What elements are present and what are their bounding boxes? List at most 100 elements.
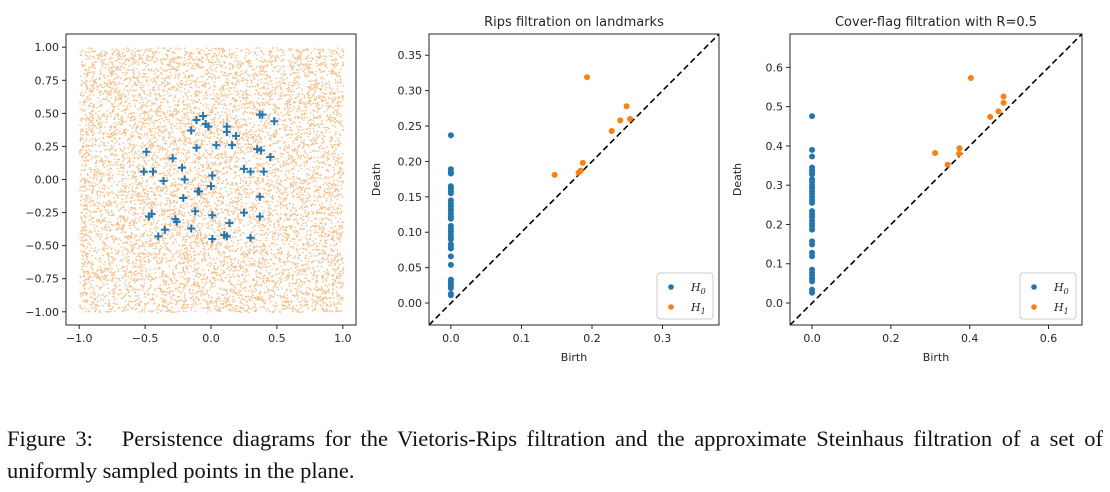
y-tick-label: 0.10 <box>398 226 423 239</box>
h0-point <box>447 261 454 268</box>
landmark-point <box>172 217 181 226</box>
ticks: 0.0 0.2 0.4 0.6 0.0 0.1 0.2 0.3 0.4 0.5 0.6 <box>766 61 1058 345</box>
h1-point <box>623 103 630 110</box>
landmark-point <box>208 235 217 244</box>
y-tick-label: 0.1 <box>766 258 784 271</box>
y-tick-label: 0.50 <box>35 107 60 120</box>
landmark-point <box>270 117 279 126</box>
y-tick-label: 0.5 <box>766 101 784 114</box>
landmark-point <box>159 176 168 185</box>
landmark-point <box>149 167 157 176</box>
x-tick-label: 0.4 <box>961 332 979 345</box>
y-tick-label: 0.25 <box>398 120 423 133</box>
y-tick-label: −0.25 <box>25 207 59 220</box>
h0-point <box>809 241 816 248</box>
landmark-point <box>208 211 217 220</box>
x-tick-label: 0.2 <box>583 332 601 345</box>
h1-point <box>956 145 963 152</box>
h0-point <box>447 285 454 292</box>
h0-point <box>447 215 454 222</box>
h1-point <box>1000 99 1007 106</box>
h0-point <box>447 190 454 197</box>
landmark-point <box>204 122 213 131</box>
y-tick-label: 0.05 <box>398 262 423 275</box>
h0-point <box>447 253 454 260</box>
landmark-point <box>145 212 154 221</box>
landmark-point <box>160 225 169 234</box>
landmark-point <box>168 154 177 163</box>
y-tick-label: 0.35 <box>398 49 423 62</box>
landmark-point <box>239 208 248 217</box>
x-tick-label: 0.3 <box>654 332 672 345</box>
y-tick-label: 0.2 <box>766 218 784 231</box>
y-axis-label: Death <box>731 163 744 196</box>
landmark-point <box>212 141 221 150</box>
diagonal-line <box>790 34 1082 325</box>
h0-point <box>809 153 816 160</box>
landmark-point <box>208 171 217 180</box>
x-tick-label: 0.1 <box>513 332 531 345</box>
panel-rips-diagram: Rips filtration on landmarks 0.0 0.1 0.2 0.… <box>370 15 720 364</box>
legend-subscript: 1 <box>1064 307 1069 316</box>
landmark-point <box>142 147 151 156</box>
diagonal-line <box>429 34 719 325</box>
h0-point <box>809 289 816 296</box>
landmark-point <box>192 115 201 124</box>
landmark-point <box>178 163 186 172</box>
panel-coverflag-diagram: Cover-flag filtration with R=0.5 0.0 0.2 0… <box>731 15 1083 364</box>
h1-point <box>956 150 963 157</box>
landmark-point <box>232 131 241 140</box>
ticks: −1.0 −0.5 0.0 0.5 1.0 1.00 0.75 0.50 0.25 0.00 −0.… <box>25 41 351 345</box>
landmark-point <box>207 182 215 191</box>
y-tick-label: 0.75 <box>35 74 60 87</box>
y-tick-label: 1.00 <box>35 41 60 54</box>
legend-subscript: 1 <box>701 307 706 316</box>
y-axis-label: Death <box>370 163 383 196</box>
legend-marker-h0 <box>668 284 674 290</box>
landmark-point <box>246 233 255 242</box>
landmark-point <box>255 212 264 221</box>
landmark-point <box>258 110 267 119</box>
landmark-point <box>154 232 163 241</box>
h0-point <box>809 199 816 206</box>
h0-point <box>447 236 454 243</box>
landmark-point <box>220 231 229 240</box>
h1-point <box>932 149 939 156</box>
y-tick-label: −0.50 <box>25 240 59 253</box>
h1-point <box>551 171 558 178</box>
landmark-point <box>228 141 237 150</box>
h1-point <box>577 167 584 174</box>
x-axis-label: Birth <box>923 351 949 364</box>
h0-point <box>447 292 454 299</box>
y-tick-label: 0.0 <box>766 297 784 310</box>
landmark-point <box>199 112 208 121</box>
x-tick-label: 0.6 <box>1040 332 1058 345</box>
landmark-point <box>187 126 196 135</box>
plot-area <box>790 34 1082 325</box>
h1-point <box>987 113 994 120</box>
chart-title: Rips filtration on landmarks <box>484 15 664 30</box>
figure-caption: Figure 3: Persistence diagrams for the V… <box>7 423 1103 487</box>
landmark-point <box>191 207 200 216</box>
h0-point <box>809 278 816 285</box>
x-tick-label: −1.0 <box>66 332 93 345</box>
landmark-point <box>179 194 188 203</box>
y-tick-label: 0.30 <box>398 85 423 98</box>
h0-point <box>447 132 454 139</box>
y-tick-label: 0.4 <box>766 140 784 153</box>
h1-point <box>584 74 591 81</box>
landmark-point <box>253 145 262 154</box>
h1-point <box>627 115 634 122</box>
caption-label: Figure 3: <box>7 426 93 451</box>
h1-point <box>967 74 974 81</box>
h0-point <box>809 146 816 153</box>
h0-point <box>809 253 816 260</box>
x-axis-label: Birth <box>561 351 587 364</box>
landmark-point <box>255 192 264 201</box>
plot-area <box>429 34 719 325</box>
legend-subscript: 0 <box>1064 287 1069 296</box>
h1-point <box>579 159 586 166</box>
y-tick-label: 0.00 <box>398 297 423 310</box>
landmark-point <box>257 146 266 155</box>
